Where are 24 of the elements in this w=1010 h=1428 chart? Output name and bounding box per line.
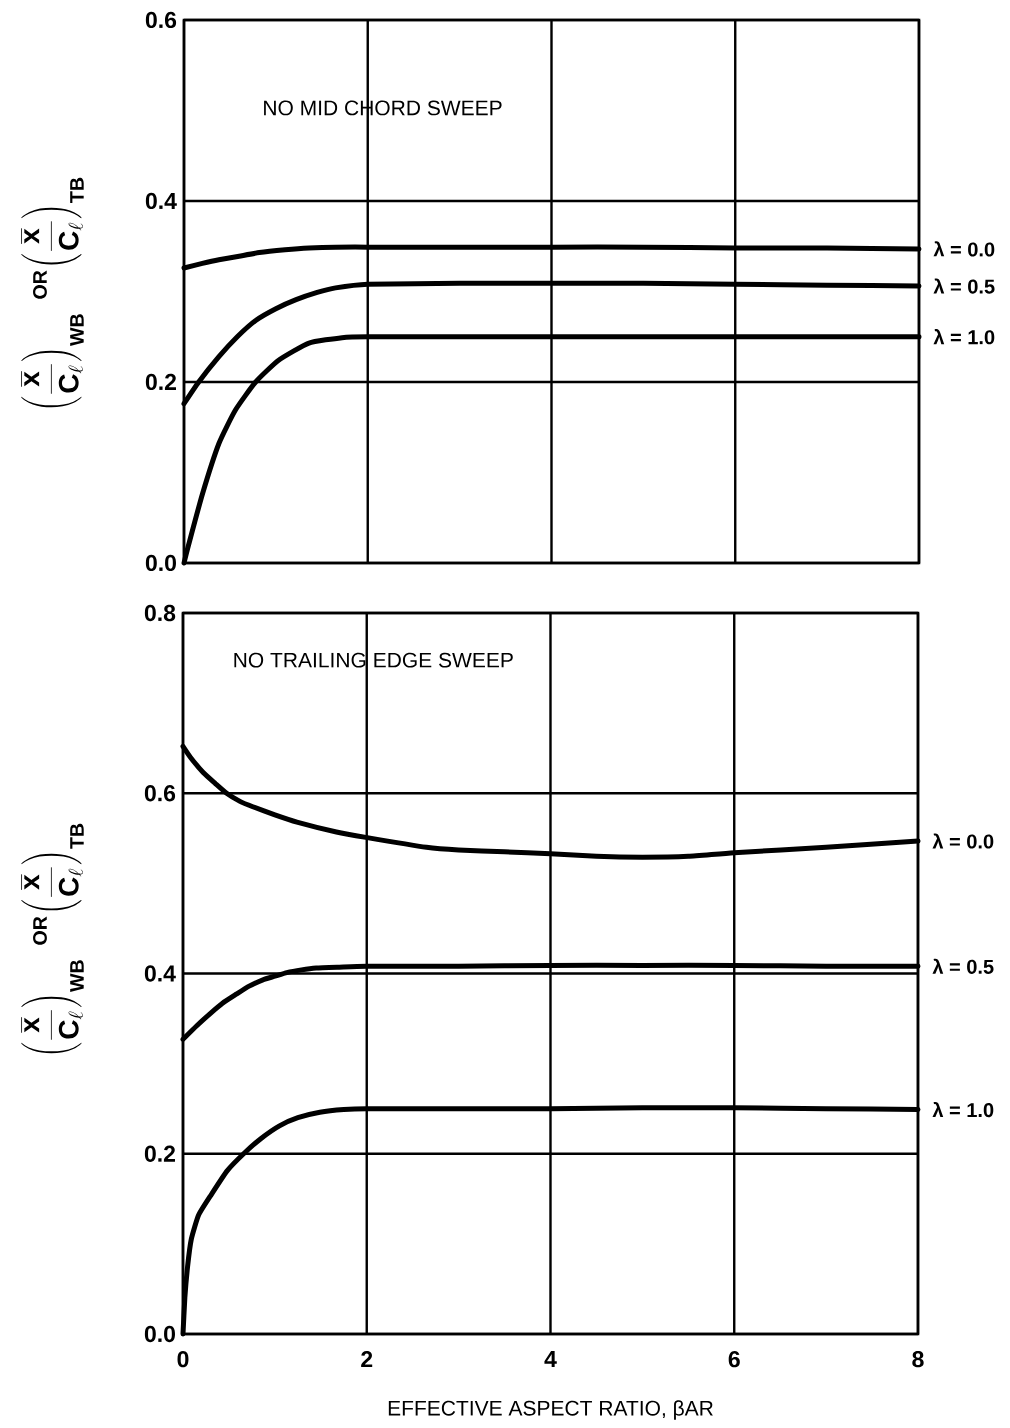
text: NO TRAILING EDGE SWEEP (234, 652, 513, 668)
series-label: λ = 0.0 (933, 241, 995, 257)
y-tick-label: 0.6 (144, 785, 176, 802)
y-tick-label: 0.4 (144, 965, 176, 982)
series-label: λ = 0.5 (933, 278, 995, 294)
y-tick-label: 0.2 (145, 373, 176, 391)
y-axis-title: $\left(\frac{\overline{\mathbf{x}}}{\mathbf{C}_{\ell}}\right)_{\mathbf{WB}}\;{}^{\mathbf{OR}}\!\left(\frac{\overline{\mathbf{x}}}{\mathbf{C}_{\ell}}\right)_{\mathbf{TB}}$ (21, 177, 84, 408)
y-tick-label: 0.4 (145, 192, 177, 210)
x-tick-label: 4 (544, 1351, 557, 1367)
x-tick-label: 6 (728, 1351, 740, 1368)
series-label: λ = 0.0 (932, 833, 994, 849)
series-label: λ = 1.0 (932, 1101, 994, 1118)
series-label: λ = 0.5 (932, 958, 994, 974)
y-tick-label: 0.8 (144, 604, 176, 622)
y-tick-label: 0.6 (145, 11, 177, 29)
x-axis-title: EFFECTIVE ASPECT RATIO, βAR (388, 1400, 713, 1420)
y-tick-label: 0.2 (144, 1145, 175, 1162)
x-tick-label: 8 (912, 1351, 924, 1368)
x-tick-label: 2 (361, 1351, 373, 1368)
y-axis-title: $\left(\frac{\overline{\mathbf{x}}}{\mathbf{C}_{\ell}}\right)_{\mathbf{WB}}\;{}^{\mathbf{OR}}\!\left(\frac{\overline{\mathbf{x}}}{\mathbf{C}_{\ell}}\right)_{\mathbf{TB}}$ (21, 823, 84, 1054)
series-label: λ = 1.0 (933, 329, 995, 345)
y-tick-label: 0.0 (145, 554, 176, 572)
y-tick-label: 0.0 (144, 1325, 175, 1343)
x-tick-label: 0 (177, 1351, 189, 1368)
